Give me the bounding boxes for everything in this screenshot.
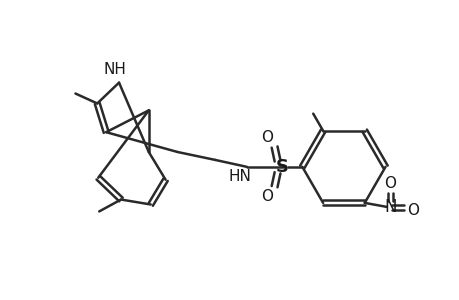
- Text: O: O: [384, 176, 396, 190]
- Text: NH: NH: [103, 62, 126, 77]
- Text: S: S: [275, 158, 288, 176]
- Text: O: O: [260, 130, 272, 145]
- Text: HN: HN: [228, 169, 251, 184]
- Text: O: O: [406, 203, 418, 218]
- Text: O: O: [260, 189, 272, 204]
- Text: N: N: [383, 198, 396, 216]
